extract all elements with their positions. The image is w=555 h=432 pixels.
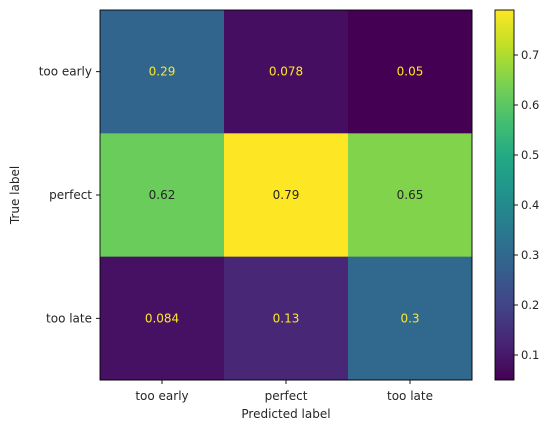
colorbar-ticks: 0.1 0.2 0.3 0.4 0.5 0.6 0.7 (514, 48, 539, 362)
heatmap-cell (100, 133, 225, 258)
heatmap-cell (348, 256, 473, 381)
x-axis-label: Predicted label (241, 407, 330, 421)
y-axis-ticks: too early perfect too late (39, 65, 100, 325)
colorbar-tick-label: 0.5 (521, 148, 539, 162)
x-axis-ticks: too early perfect too late (135, 380, 433, 403)
colorbar-tick-label: 0.3 (521, 248, 539, 262)
y-tick-label: too early (39, 65, 92, 79)
cell-value-label: 0.79 (273, 188, 300, 202)
colorbar-tick-label: 0.1 (521, 348, 539, 362)
cell-value-label: 0.13 (273, 311, 300, 325)
heatmap-cell (224, 10, 349, 134)
x-tick-label: too late (387, 389, 433, 403)
x-tick-label: perfect (265, 389, 308, 403)
cell-value-label: 0.65 (397, 188, 424, 202)
cell-value-label: 0.05 (397, 65, 424, 79)
cell-value-label: 0.62 (149, 188, 176, 202)
y-tick-label: perfect (49, 188, 92, 202)
colorbar-tick-label: 0.7 (521, 48, 539, 62)
cell-value-label: 0.084 (145, 311, 179, 325)
x-tick-label: too early (135, 389, 188, 403)
cell-value-label: 0.3 (400, 311, 419, 325)
y-axis-label: True label (8, 166, 22, 225)
heatmap-cell (348, 133, 473, 258)
colorbar-tick-label: 0.2 (521, 298, 539, 312)
colorbar-gradient (494, 9, 515, 381)
colorbar-tick-label: 0.4 (521, 198, 539, 212)
heatmap-cell (348, 10, 473, 134)
colorbar: 0.1 0.2 0.3 0.4 0.5 0.6 0.7 (494, 9, 539, 381)
cell-value-label: 0.078 (269, 65, 303, 79)
y-tick-label: too late (46, 311, 92, 325)
colorbar-tick-label: 0.6 (521, 98, 539, 112)
heatmap-cell (224, 133, 349, 258)
heatmap-cell (100, 256, 225, 381)
heatmap-cell (100, 10, 225, 134)
heatmap-cell (224, 256, 349, 381)
cell-value-label: 0.29 (149, 65, 176, 79)
heatmap-cells: 0.29 0.078 0.05 0.62 0.79 0.65 0.084 0.13 0.3 (100, 10, 473, 381)
